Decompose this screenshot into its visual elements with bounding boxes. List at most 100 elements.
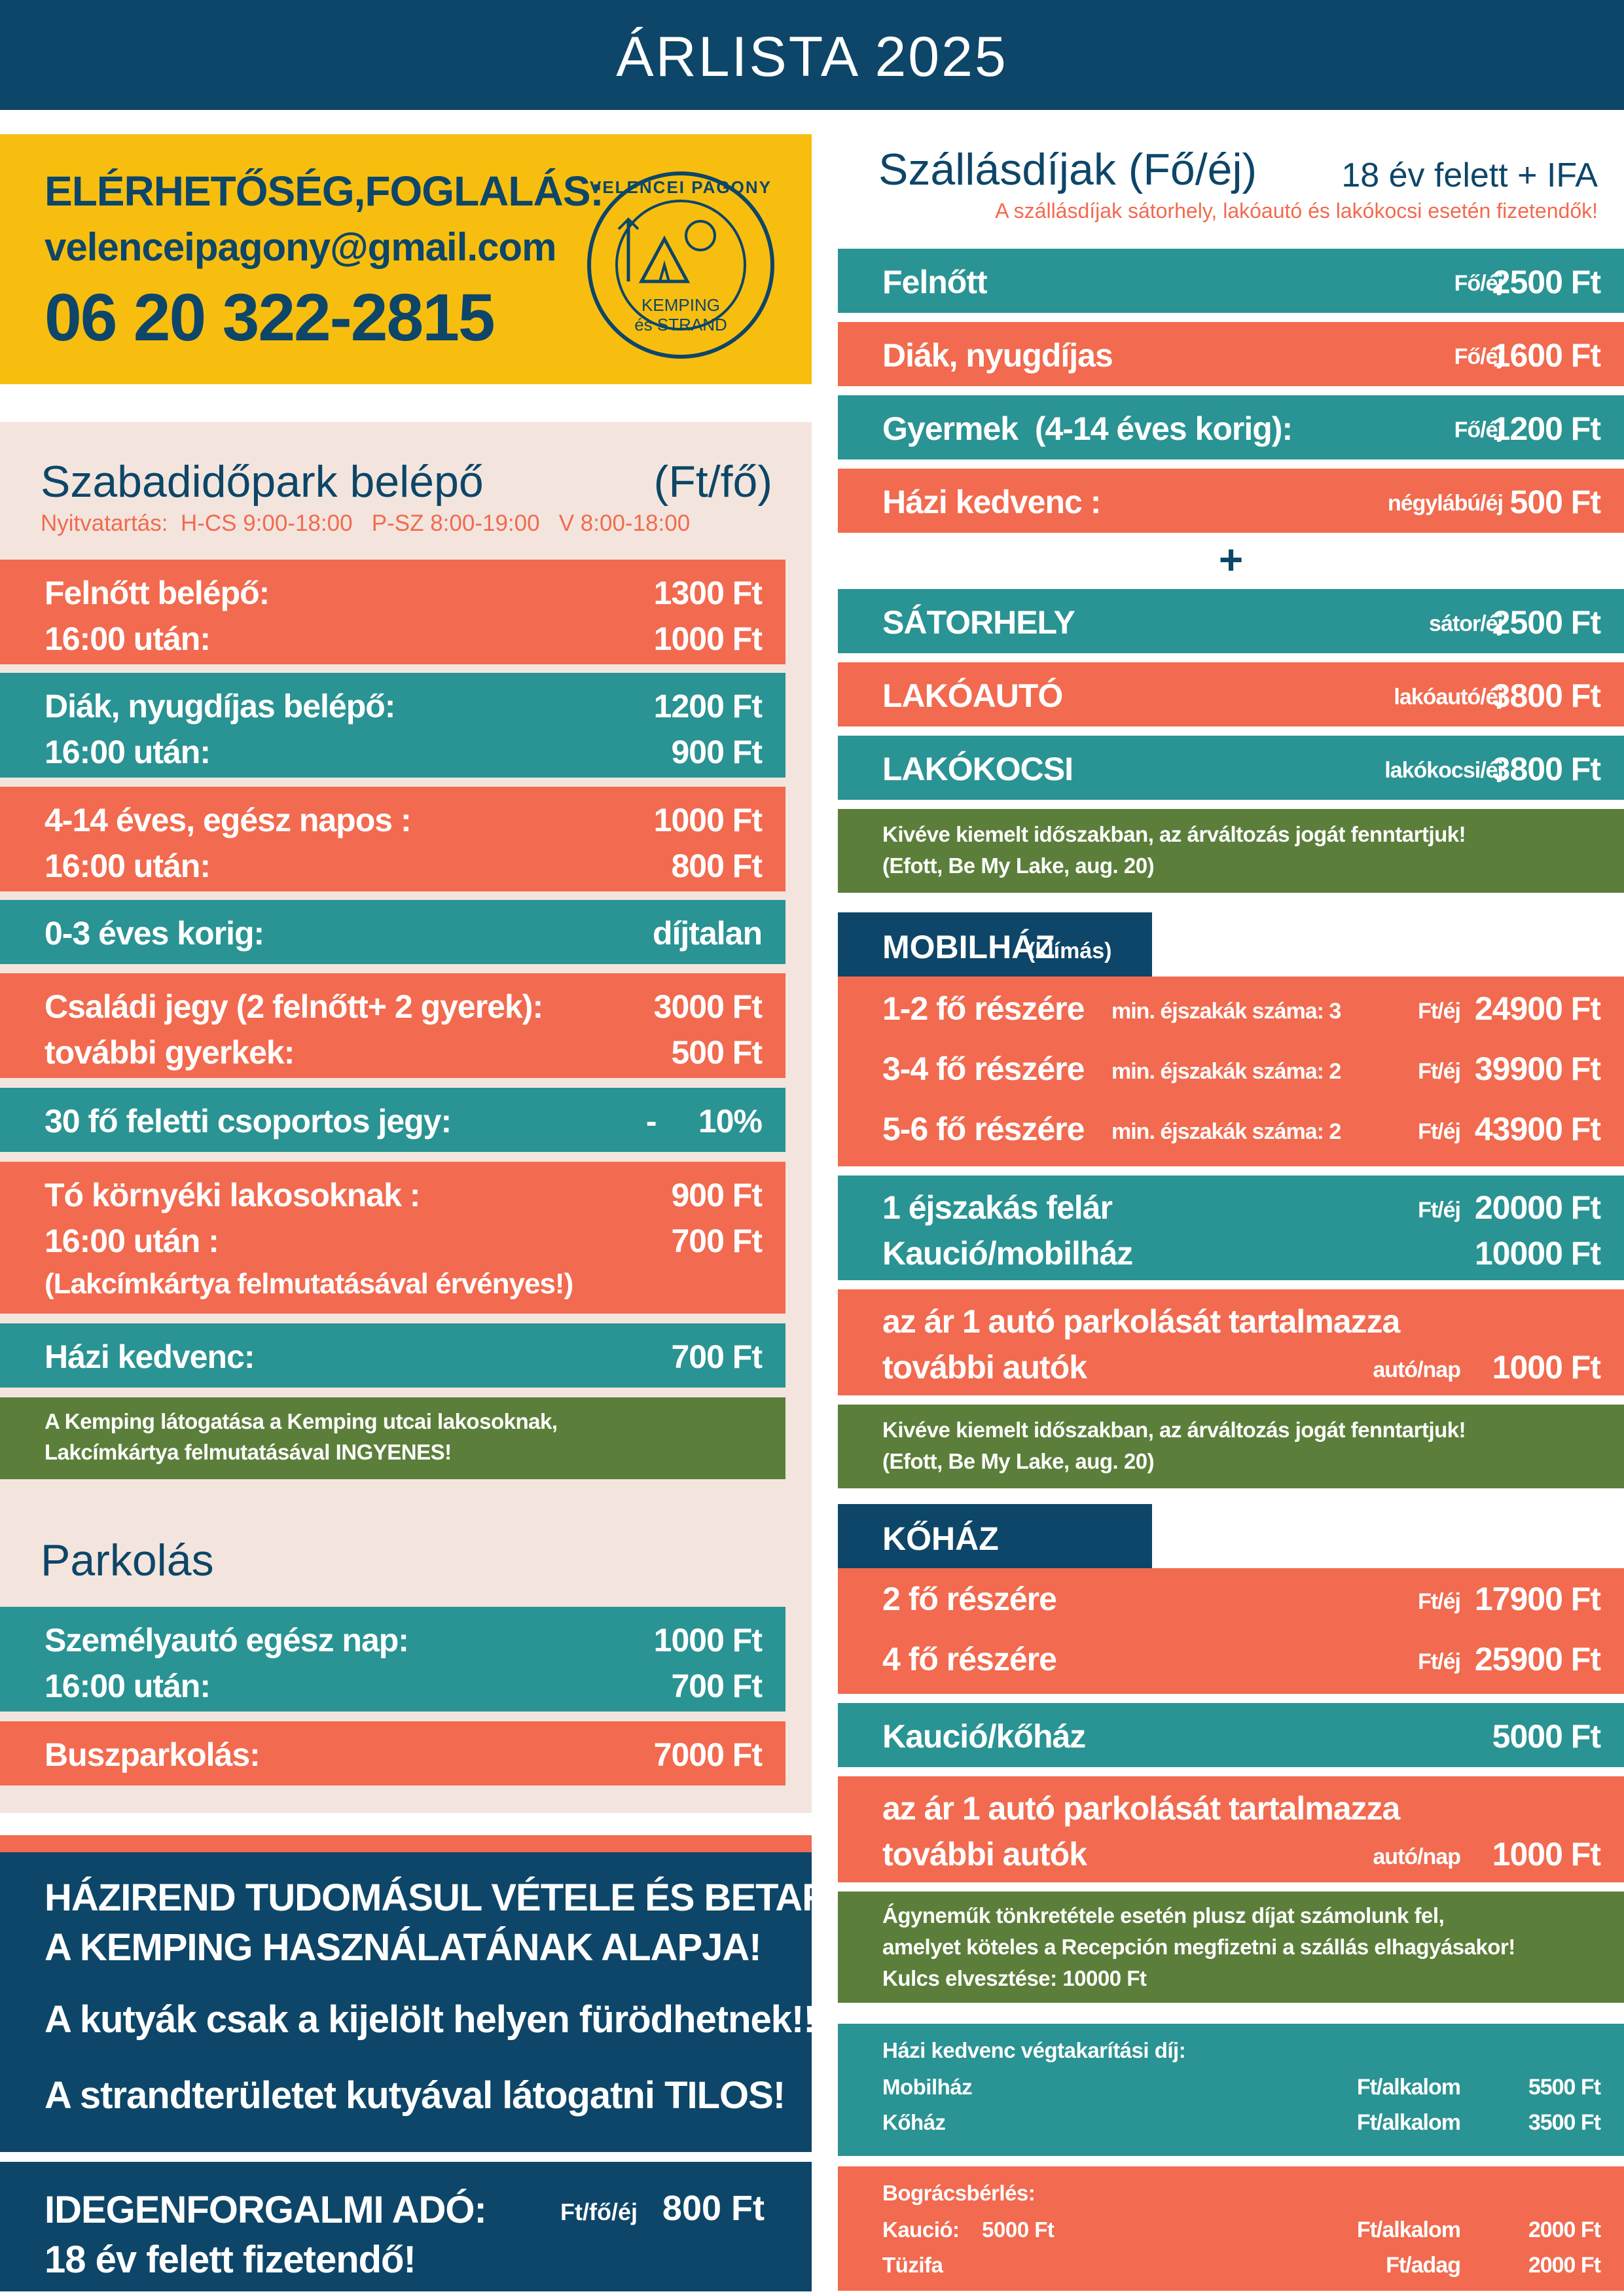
parking-row-bus: Buszparkolás: 7000 Ft — [0, 1721, 785, 1785]
park-title: Szabadidőpark belépő — [41, 457, 484, 507]
row-label: Mobilház — [882, 2075, 973, 2099]
bogracs-title: Bográcsbérlés: — [882, 2181, 1036, 2205]
row-unit: Ft/alkalom — [1356, 2075, 1461, 2100]
park-row-infant: 0-3 éves korig: díjtalan — [0, 900, 785, 964]
note-line: Kivéve kiemelt időszakban, az árváltozás… — [882, 822, 1466, 846]
row-label: további gyerkek: — [45, 1034, 295, 1071]
row-label: 4-14 éves, egész napos : — [45, 802, 412, 838]
contact-email[interactable]: velenceipagony@gmail.com — [45, 225, 556, 269]
row-label: további autók — [882, 1836, 1087, 1873]
row-unit: lakókocsi/éj — [1384, 758, 1504, 783]
park-row-local: Tó környéki lakosoknak : 900 Ft 16:00 ut… — [0, 1162, 785, 1314]
park-row-pet: Házi kedvenc: 700 Ft — [0, 1323, 785, 1388]
row-value: 1000 Ft — [653, 1622, 763, 1659]
row-value: 700 Ft — [671, 1338, 763, 1375]
row-label: az ár 1 autó parkolását tartalmazza — [882, 1303, 1400, 1340]
bogracs-box: Bográcsbérlés: Kaució: 5000 Ft Ft/alkalo… — [838, 2166, 1624, 2291]
row-label: 4 fő részére — [882, 1641, 1057, 1677]
rules-box: HÁZIREND TUDOMÁSUL VÉTELE ÉS BETARTÁSA A… — [0, 1852, 930, 2152]
row-label: Buszparkolás: — [45, 1736, 261, 1773]
row-unit: sátor/éj — [1429, 611, 1504, 636]
tax-label: IDEGENFORGALMI ADÓ: — [45, 2189, 487, 2231]
row-label: 2 fő részére — [882, 1581, 1057, 1617]
row-value: 1200 Ft — [1492, 410, 1601, 447]
row-label: Kaució: 5000 Ft — [882, 2217, 1055, 2242]
tax-box: IDEGENFORGALMI ADÓ: Ft/fő/éj 800 Ft 18 é… — [0, 2162, 812, 2291]
note-line: (Efott, Be My Lake, aug. 20) — [882, 853, 1155, 878]
lodging-right: 18 év felett + IFA — [1341, 156, 1598, 194]
row-label: 16:00 után: — [45, 848, 211, 884]
row-value: 39900 Ft — [1474, 1050, 1601, 1087]
row-value: 500 Ft — [1509, 484, 1601, 520]
row-value: 5500 Ft — [1528, 2075, 1601, 2100]
row-label: Tó környéki lakosoknak : — [45, 1177, 420, 1213]
park-row-family: Családi jegy (2 felnőtt+ 2 gyerek): 3000… — [0, 973, 785, 1078]
row-label: 30 fő feletti csoportos jegy: — [45, 1103, 452, 1139]
row-unit: Ft/adag — [1386, 2253, 1461, 2278]
row-min: min. éjszakák száma: 2 — [1111, 1059, 1341, 1084]
lodging-row-motorhome: LAKÓAUTÓ lakóautó/éj 3800 Ft — [838, 662, 1624, 726]
mobil-title-small: (klímás) — [1028, 939, 1112, 963]
mobil-note: Kivéve kiemelt időszakban, az árváltozás… — [838, 1405, 1624, 1488]
note-line: A Kemping látogatása a Kemping utcai lak… — [45, 1409, 558, 1433]
row-label: 3-4 fő részére — [882, 1050, 1085, 1087]
row-unit: Fő/éj — [1454, 271, 1504, 296]
plus-sign: + — [1218, 536, 1244, 583]
row-unit: autó/nap — [1373, 1844, 1461, 1869]
row-unit: lakóautó/éj — [1394, 685, 1504, 709]
kohaz-car: az ár 1 autó parkolását tartalmazza tová… — [838, 1776, 1624, 1882]
row-label: 16:00 után: — [45, 734, 211, 770]
row-label: Felnőtt — [882, 264, 988, 300]
row-label: az ár 1 autó parkolását tartalmazza — [882, 1790, 1400, 1827]
parking-title: Parkolás — [41, 1535, 214, 1585]
lodging-subtitle: A szállásdíjak sátorhely, lakóautó és la… — [995, 199, 1598, 223]
tax-note: 18 év felett fizetendő! — [45, 2238, 416, 2281]
park-row-group: 30 fő feletti csoportos jegy: - 10% — [0, 1088, 785, 1152]
row-value: 3800 Ft — [1492, 751, 1601, 787]
row-label: 0-3 éves korig: — [45, 915, 264, 952]
row-value: 700 Ft — [671, 1668, 763, 1704]
row-value: 2000 Ft — [1528, 2253, 1601, 2278]
lodging-section: Szállásdíjak (Fő/éj) 18 év felett + IFA … — [838, 131, 1624, 2291]
kohaz-note: Ágyneműk tönkretétele esetén plusz díjat… — [838, 1892, 1624, 2003]
row-value: 1600 Ft — [1492, 337, 1601, 374]
row-value: 1000 Ft — [1492, 1349, 1601, 1386]
contact-phone[interactable]: 06 20 322-2815 — [45, 280, 496, 355]
row-label: Kőház — [882, 2110, 946, 2134]
contact-heading: ELÉRHETŐSÉG,FOGLALÁS: — [45, 168, 604, 215]
row-label: Felnőtt belépő: — [45, 575, 270, 611]
cleaning-box: Házi kedvenc végtakarítási díj: Mobilház… — [838, 2024, 1624, 2156]
lodging-row-student: Diák, nyugdíjas Fő/éj 1600 Ft — [838, 322, 1624, 386]
row-unit: Fő/éj — [1454, 344, 1504, 369]
row-value: - 10% — [645, 1103, 763, 1139]
row-label: Diák, nyugdíjas belépő: — [45, 688, 395, 725]
lodging-row-caravan: LAKÓKOCSI lakókocsi/éj 3800 Ft — [838, 736, 1624, 800]
row-value: 2500 Ft — [1492, 604, 1601, 641]
row-label: Családi jegy (2 felnőtt+ 2 gyerek): — [45, 988, 543, 1025]
park-row-adult: Felnőtt belépő: 1300 Ft 16:00 után: 1000… — [0, 560, 785, 664]
row-value: 1200 Ft — [653, 688, 763, 725]
lodging-row-pet: Házi kedvenc : négylábú/éj 500 Ft — [838, 469, 1624, 533]
row-value: 2000 Ft — [1528, 2217, 1601, 2242]
park-row-student: Diák, nyugdíjas belépő: 1200 Ft 16:00 ut… — [0, 673, 785, 778]
row-value: 900 Ft — [671, 1177, 763, 1213]
park-panel: Szabadidőpark belépő (Ft/fő) Nyitvatartá… — [0, 422, 812, 1813]
row-unit: autó/nap — [1373, 1357, 1461, 1382]
logo-line1: KEMPING — [641, 295, 720, 315]
row-unit: Ft/éj — [1418, 1589, 1461, 1614]
header-bar: ÁRLISTA 2025 — [0, 0, 1624, 110]
row-label: LAKÓAUTÓ — [882, 677, 1063, 714]
mobil-rows: 1-2 fő részére min. éjszakák száma: 3 Ft… — [838, 977, 1624, 1166]
row-value: 1300 Ft — [653, 575, 763, 611]
tax-value: 800 Ft — [662, 2189, 765, 2228]
mobil-header: MOBILHÁZ (klímás) — [838, 912, 1152, 977]
rules-line: HÁZIREND TUDOMÁSUL VÉTELE ÉS BETARTÁSA — [45, 1876, 930, 1919]
park-note: A Kemping látogatása a Kemping utcai lak… — [0, 1397, 785, 1479]
lodging-row-tent: SÁTORHELY sátor/éj 2500 Ft — [838, 589, 1624, 653]
kohaz-header: KŐHÁZ — [838, 1504, 1152, 1568]
parking-row-car: Személyautó egész nap: 1000 Ft 16:00 utá… — [0, 1607, 785, 1712]
row-label: 16:00 után: — [45, 620, 211, 657]
rules-line: A kutyák csak a kijelölt helyen füröd­he… — [45, 1998, 816, 2041]
row-unit: Fő/éj — [1454, 418, 1504, 442]
kohaz-kaucio: Kaució/kőház 5000 Ft — [838, 1703, 1624, 1767]
